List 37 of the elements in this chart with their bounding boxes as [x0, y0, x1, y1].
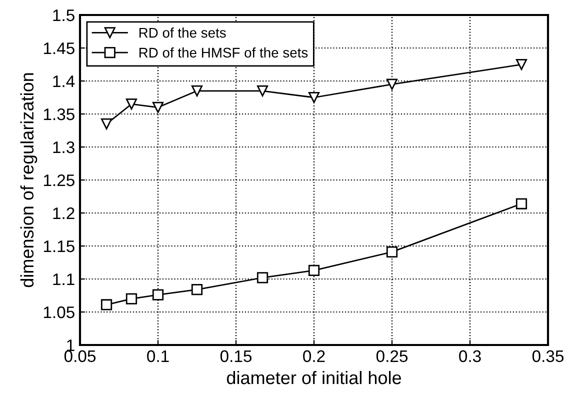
point — [100, 299, 112, 310]
point — [126, 293, 138, 304]
x-tick-label: 0.35 — [532, 350, 564, 362]
point — [308, 92, 320, 104]
y-tick-label: 1.4 — [53, 76, 75, 88]
point — [191, 284, 203, 296]
y-tick-label: 1.5 — [53, 10, 74, 22]
y-tick-label: 1.2 — [53, 207, 74, 220]
y-tick-label: 1.3 — [53, 141, 74, 154]
point — [126, 98, 138, 110]
point — [386, 246, 398, 258]
x-tick-label: 0.05 — [64, 350, 96, 362]
y-tick-label: 1.15 — [44, 240, 74, 252]
y-axis-title: dimension of regularization — [20, 73, 38, 288]
point — [191, 85, 203, 96]
x-tick-label: 0.25 — [376, 350, 408, 362]
point — [256, 272, 268, 284]
point — [152, 102, 164, 113]
x-tick-label: 0.15 — [220, 350, 252, 362]
y-tick-label: 1.1 — [53, 274, 74, 286]
y-tick-label: 1.35 — [44, 108, 74, 120]
legend-label: RD of the sets — [139, 28, 226, 38]
y-tick-label: 1.05 — [44, 306, 74, 318]
point — [516, 198, 528, 210]
point — [256, 85, 268, 96]
point — [152, 289, 164, 300]
x-tick-label: 0.1 — [147, 350, 169, 362]
x-axis-title: diameter of initial hole — [226, 370, 402, 384]
x-tick-label: 0.2 — [303, 350, 325, 362]
x-tick-label: 0.3 — [459, 350, 481, 362]
point — [100, 118, 112, 130]
point — [386, 78, 398, 90]
point — [516, 58, 528, 70]
y-tick-label: 1.25 — [44, 174, 74, 186]
y-tick-label: 1.45 — [44, 42, 74, 54]
legend-label: RD of the HMSF of the sets — [139, 47, 308, 58]
point — [308, 264, 320, 276]
